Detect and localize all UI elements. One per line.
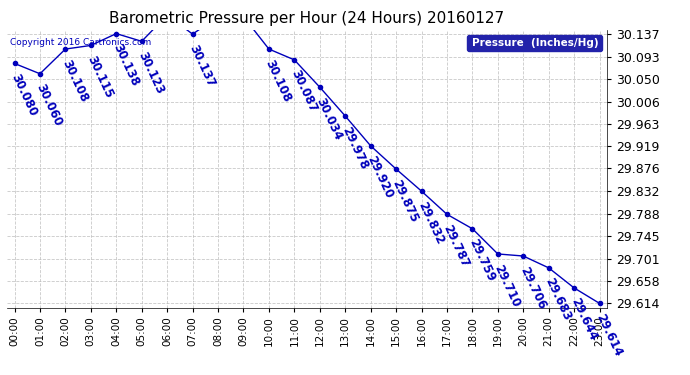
Text: 29.920: 29.920 — [364, 154, 395, 201]
Pressure  (Inches/Hg) — [469, 226, 477, 231]
Pressure  (Inches/Hg) — [544, 266, 553, 270]
Pressure  (Inches/Hg) — [570, 286, 578, 290]
Text: 29.614: 29.614 — [593, 312, 624, 358]
Pressure  (Inches/Hg) — [10, 61, 19, 66]
Pressure  (Inches/Hg) — [163, 13, 171, 17]
Text: 30.034: 30.034 — [313, 96, 344, 142]
Pressure  (Inches/Hg) — [188, 32, 197, 36]
Line: Pressure  (Inches/Hg): Pressure (Inches/Hg) — [12, 13, 602, 306]
Text: 29.710: 29.710 — [491, 262, 522, 309]
Pressure  (Inches/Hg) — [61, 47, 70, 51]
Text: 30.108: 30.108 — [59, 57, 90, 104]
Pressure  (Inches/Hg) — [137, 39, 146, 44]
Text: 29.706: 29.706 — [517, 264, 548, 311]
Text: 29.832: 29.832 — [415, 200, 446, 246]
Text: 29.875: 29.875 — [390, 177, 421, 224]
Text: 30.060: 30.060 — [34, 82, 65, 129]
Text: 29.978: 29.978 — [339, 124, 370, 171]
Pressure  (Inches/Hg) — [417, 189, 426, 194]
Text: 30.137: 30.137 — [186, 42, 217, 89]
Pressure  (Inches/Hg) — [443, 212, 451, 217]
Pressure  (Inches/Hg) — [519, 254, 527, 258]
Text: 29.787: 29.787 — [441, 223, 472, 269]
Pressure  (Inches/Hg) — [214, 14, 222, 19]
Text: 30.171: 30.171 — [0, 374, 1, 375]
Text: Copyright 2016 Cartronics.com: Copyright 2016 Cartronics.com — [10, 38, 151, 47]
Text: 30.080: 30.080 — [8, 72, 39, 118]
Pressure  (Inches/Hg) — [36, 72, 44, 76]
Pressure  (Inches/Hg) — [366, 144, 375, 148]
Text: 30.138: 30.138 — [110, 42, 141, 88]
Pressure  (Inches/Hg) — [239, 14, 248, 19]
Text: 30.108: 30.108 — [263, 57, 294, 104]
Text: 30.115: 30.115 — [85, 54, 115, 100]
Legend: Pressure  (Inches/Hg): Pressure (Inches/Hg) — [467, 35, 602, 51]
Text: 30.123: 30.123 — [135, 50, 166, 96]
Text: 30.087: 30.087 — [288, 68, 319, 115]
Text: 30.174: 30.174 — [0, 374, 1, 375]
Text: 29.759: 29.759 — [466, 237, 497, 284]
Pressure  (Inches/Hg) — [87, 43, 95, 48]
Pressure  (Inches/Hg) — [315, 85, 324, 89]
Pressure  (Inches/Hg) — [595, 301, 604, 306]
Pressure  (Inches/Hg) — [341, 114, 349, 118]
Text: 29.644: 29.644 — [568, 296, 599, 343]
Pressure  (Inches/Hg) — [265, 47, 273, 51]
Pressure  (Inches/Hg) — [112, 32, 121, 36]
Text: 29.683: 29.683 — [542, 276, 573, 323]
Pressure  (Inches/Hg) — [290, 58, 299, 62]
Title: Barometric Pressure per Hour (24 Hours) 20160127: Barometric Pressure per Hour (24 Hours) … — [110, 11, 504, 26]
Pressure  (Inches/Hg) — [493, 252, 502, 256]
Text: 30.171: 30.171 — [0, 374, 1, 375]
Pressure  (Inches/Hg) — [392, 167, 400, 171]
